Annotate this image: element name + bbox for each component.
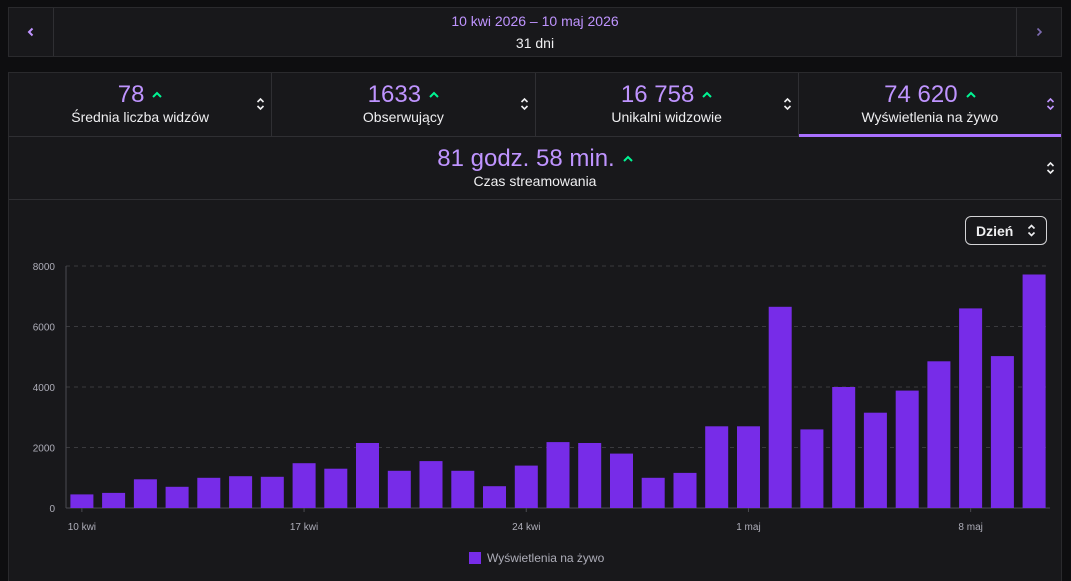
y-tick-label: 6000 [33,323,56,334]
granularity-value: Dzień [976,222,1014,239]
chart-bar [800,429,824,508]
legend-label: Wyświetlenia na żywo [487,551,605,565]
chart-bar [197,477,221,509]
chart-bar [863,412,887,508]
day-count: 31 dni [515,35,555,51]
x-tick-label: 10 kwi [68,522,96,533]
chart-bar [356,443,379,508]
stat-value: 78 [117,81,145,108]
stats-row: 78 Średnia liczba widzów 1633 Obserwując… [9,73,1062,137]
chart-bar [292,463,316,508]
chart-bar [229,476,253,508]
date-range-text: 10 kwi 2026 – 10 maj 2026 [451,13,619,29]
chevron-up-down-icon [1027,224,1036,237]
stat-label: Czas streamowania [473,173,597,189]
trend-up-icon [152,85,163,103]
stat-value: 74 620 [884,81,958,108]
chart-bar [832,387,856,508]
chart-bar [641,477,665,509]
chart-bar [737,426,760,508]
chart-bar [768,306,792,508]
stat-value: 16 758 [620,81,695,108]
granularity-select[interactable]: Dzień [965,216,1047,245]
chart-bar [324,468,348,508]
x-tick-label: 8 maj [958,522,982,533]
sort-icon [1046,161,1055,175]
x-tick-label: 1 maj [736,522,760,533]
chart-bar [387,470,411,508]
stat-label: Średnia liczba widzów [71,109,209,125]
stat-label: Obserwujący [362,109,444,125]
chart-bar [673,472,697,508]
chart-bar [927,361,951,508]
sort-icon [257,97,265,111]
chart-legend[interactable]: Wyświetlenia na żywo [469,551,604,565]
chart-bar [260,476,284,508]
chart-bar [578,443,602,508]
chart-bar [419,461,443,508]
stat-followers[interactable]: 1633 Obserwujący [272,73,536,136]
x-tick-label: 17 kwi [290,522,318,533]
chart-bar [514,465,538,508]
chart-bar [70,494,94,508]
stat-label: Unikalni widzowie [611,109,722,125]
chart-bar [133,479,157,508]
legend-swatch [469,552,481,564]
chart-bar [546,442,570,508]
trend-up-icon [429,85,439,103]
live-views-chart: 0 2000 4000 6000 8000 10 kwi 17 kwi 24 kwi 1 maj… [33,262,1050,533]
sort-icon [783,97,791,111]
chart-bar [102,492,126,508]
next-period-button[interactable] [1016,8,1061,56]
trend-up-icon [702,85,713,103]
chart-bar [483,486,506,508]
chart-bar [705,426,729,508]
chart-bar [451,470,475,508]
stat-value: 1633 [367,81,422,108]
y-tick-label: 4000 [33,383,56,394]
sort-icon [1046,97,1055,111]
chart-bar [1022,274,1046,508]
sort-icon [520,97,528,111]
stat-unique-viewers[interactable]: 16 758 Unikalni widzowie [536,73,799,136]
y-tick-label: 8000 [33,262,56,273]
stats-panel: 78 Średnia liczba widzów 1633 Obserwując… [8,72,1062,581]
date-range-bar: 10 kwi 2026 – 10 maj 2026 31 dni [8,7,1062,57]
stat-label: Wyświetlenia na żywo [861,109,999,125]
stat-avg-viewers[interactable]: 78 Średnia liczba widzów [9,73,273,136]
chevron-right-icon [1036,27,1043,37]
y-tick-label: 0 [49,504,55,515]
trend-up-icon [623,149,633,167]
trend-up-icon [965,85,976,103]
stat-stream-time[interactable]: 81 godz. 58 min. Czas streamowania [9,137,1061,200]
chart-bar [990,356,1014,508]
chevron-left-icon [27,27,34,37]
y-tick-label: 2000 [33,444,56,455]
chart-bar [610,453,633,508]
stat-live-views[interactable]: 74 620 Wyświetlenia na żywo [798,73,1062,137]
chart-bar [895,390,919,508]
x-tick-label: 24 kwi [512,522,540,533]
stat-value: 81 godz. 58 min. [437,145,615,172]
chart-bar [959,308,983,508]
previous-period-button[interactable] [9,8,54,56]
chart-bar [165,486,189,508]
